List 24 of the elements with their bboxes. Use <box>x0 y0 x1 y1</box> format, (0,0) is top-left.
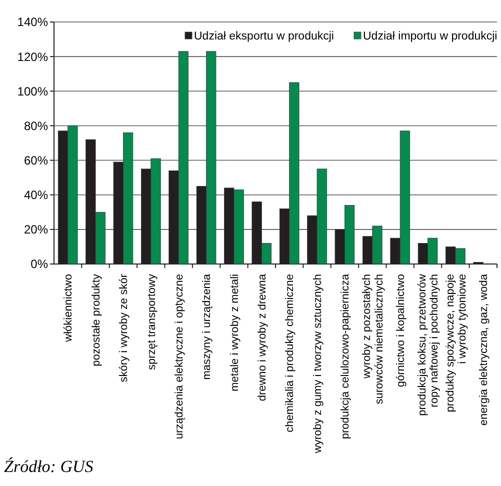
x-tick-label: produkcja celulozowo-papiernicza <box>340 273 352 440</box>
x-tick-label: urządzenia elektryczne i optyczne <box>173 274 186 440</box>
x-tick-label: energia elektryczna, gaz, woda <box>478 273 490 426</box>
x-tick-label: metale i wyroby z metali <box>228 274 241 392</box>
x-tick-label: wyroby z gumy i tworzyw sztucznych <box>312 274 324 454</box>
x-tick-label: pozostałe produkty <box>90 274 102 366</box>
x-tick-label: drewno i wyroby z drewna <box>256 273 269 402</box>
x-tick-label: sprzęt transportowy <box>146 274 158 370</box>
legend-label: Udział eksportu w produkcji <box>194 30 334 42</box>
x-tick-label: chemikalia i produkty chemiczne <box>284 274 296 432</box>
x-tick-label: włókiennictwo <box>62 274 75 343</box>
x-tick-label: górnictwo i kopalnictwo <box>394 274 407 388</box>
legend-label: Udział importu w produkcji <box>363 30 498 42</box>
y-tick-label: 20% <box>24 222 48 237</box>
y-tick-label: 100% <box>17 84 48 98</box>
x-tick-label: skóry i wyroby ze skór <box>118 274 130 382</box>
y-tick-label: 120% <box>17 50 48 64</box>
text: Źródło: GUS <box>4 457 94 476</box>
y-tick-label: 40% <box>24 188 48 202</box>
y-tick-label: 0% <box>30 257 48 272</box>
y-tick-label: 80% <box>24 118 48 133</box>
x-tick-label: maszyny i urządzenia <box>201 273 214 380</box>
y-tick-label: 140% <box>17 15 48 30</box>
y-tick-label: 60% <box>24 153 48 168</box>
